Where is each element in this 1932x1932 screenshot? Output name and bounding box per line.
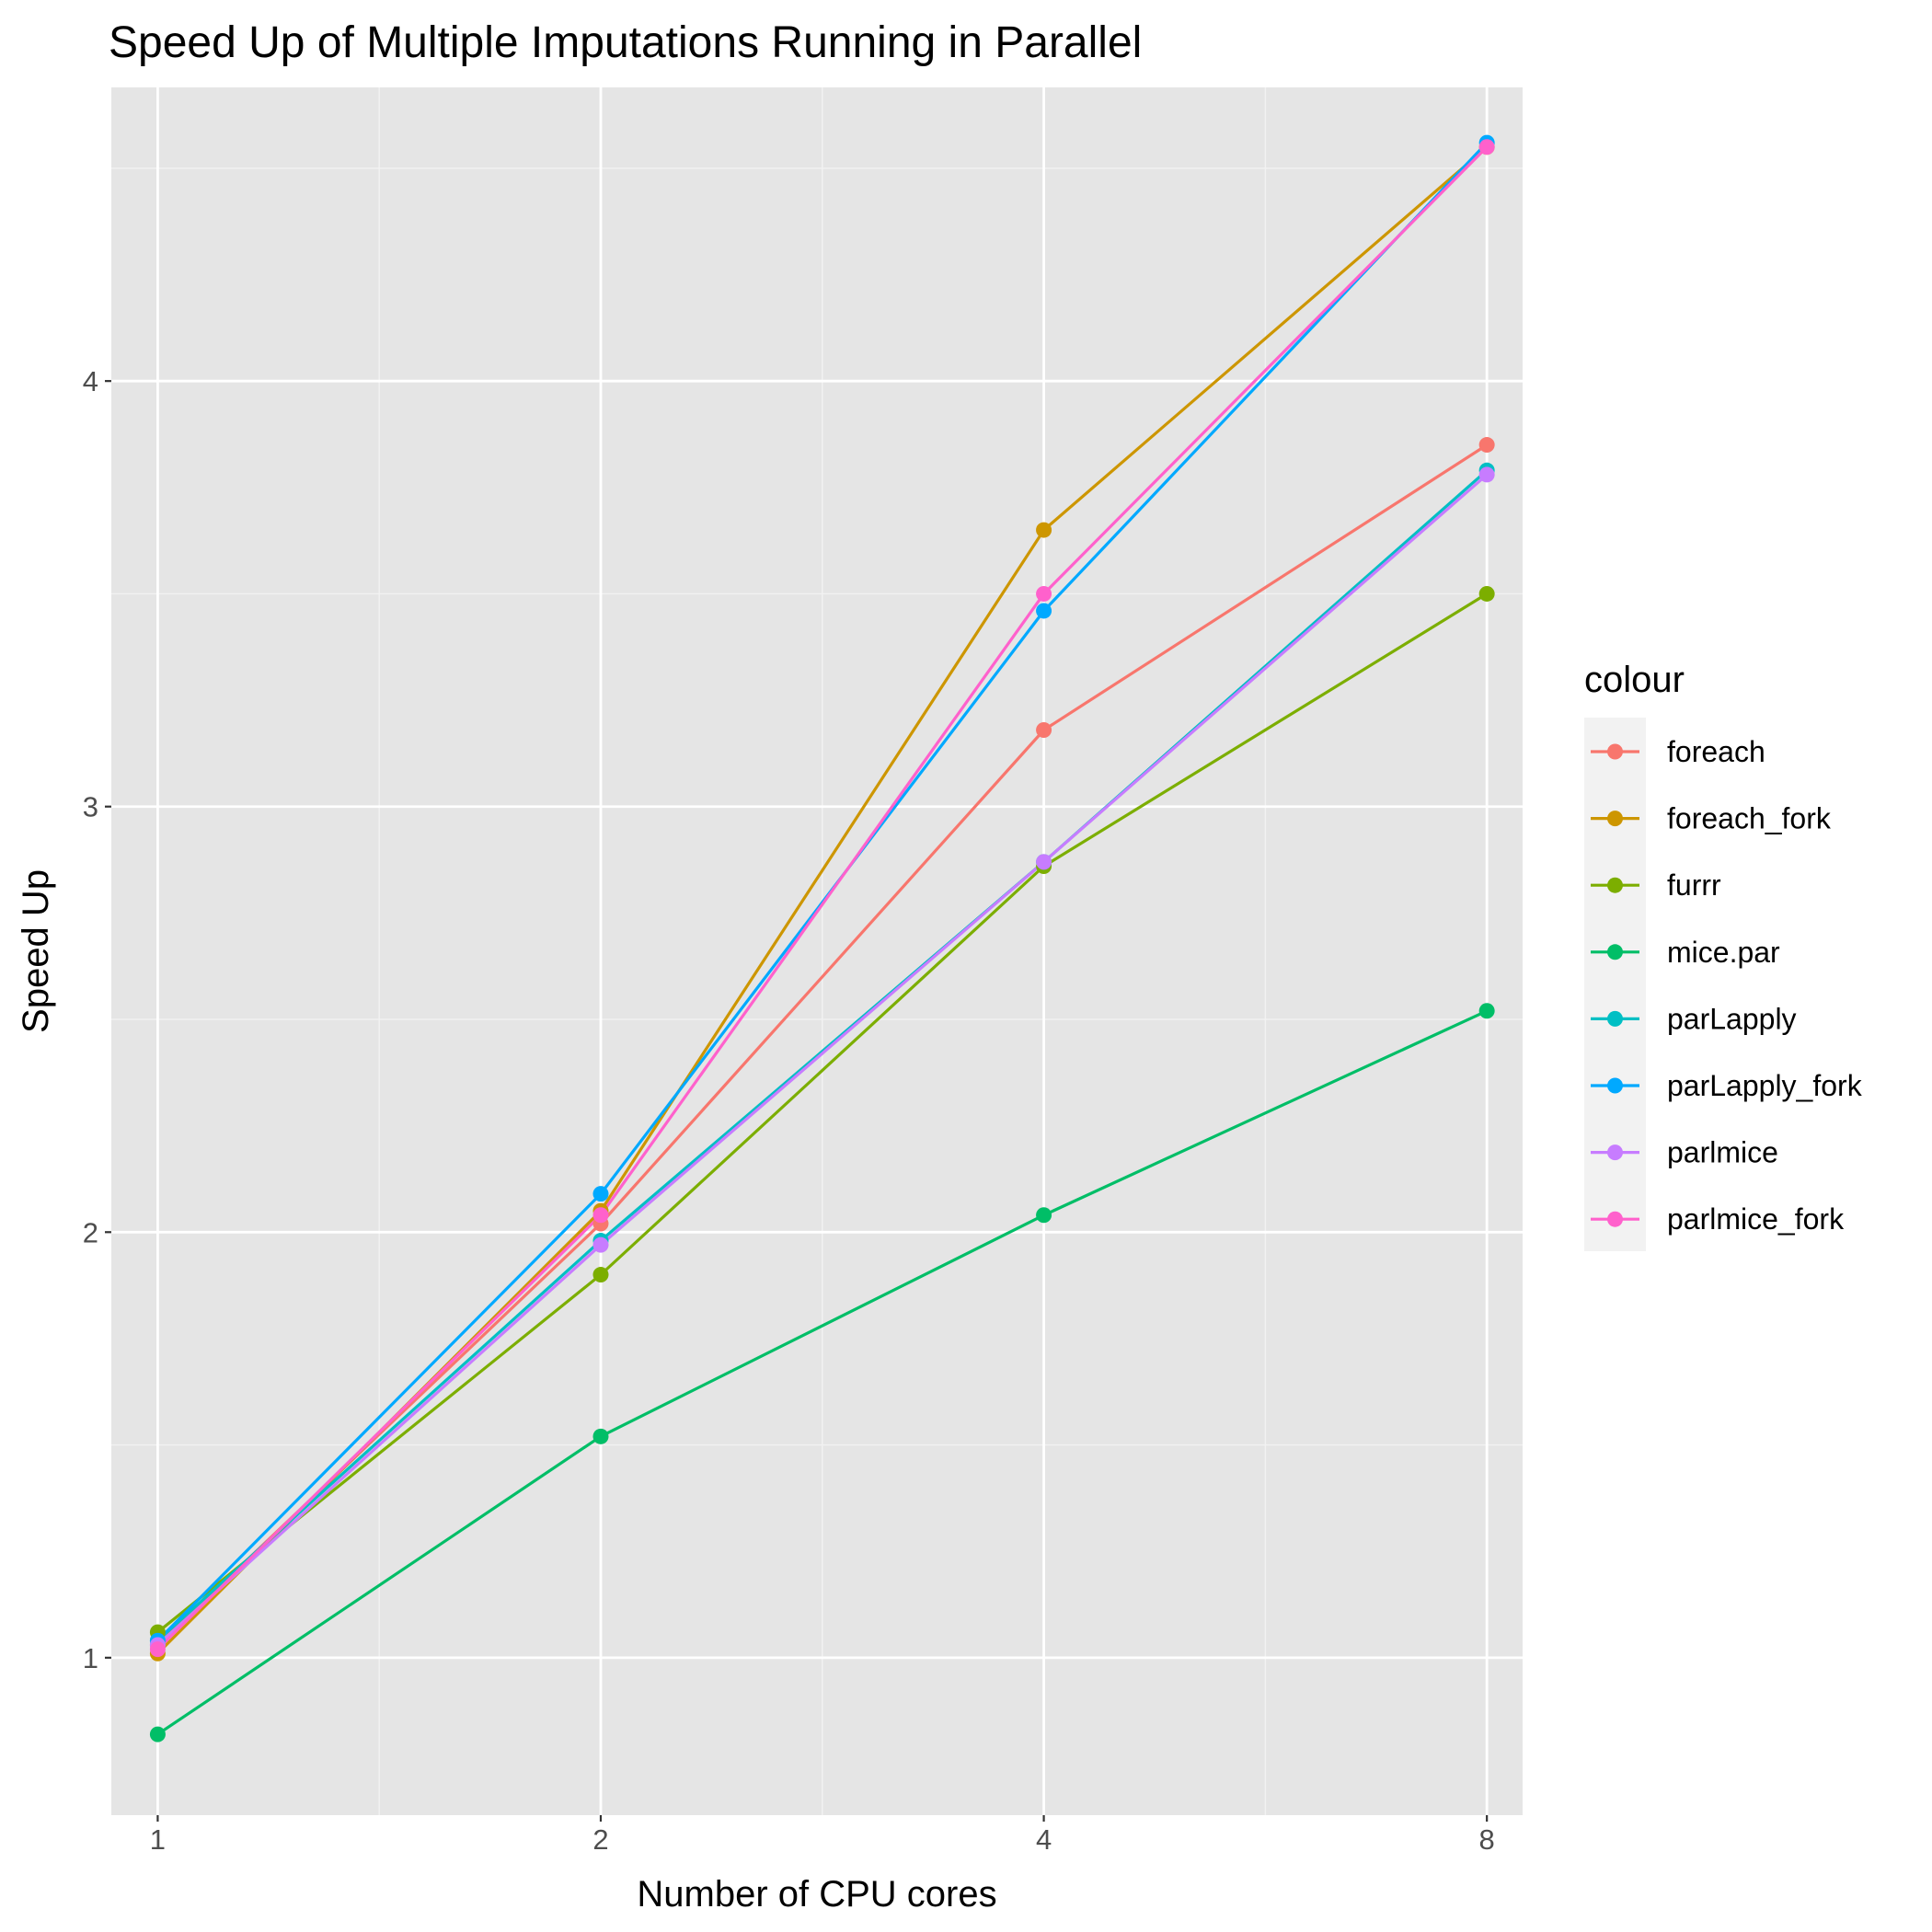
y-tick-label: 4 bbox=[83, 365, 98, 397]
series-line-foreach bbox=[156, 443, 1489, 1647]
x-tick-label: 2 bbox=[592, 1823, 608, 1856]
data-point-parlmice_fork bbox=[149, 1641, 166, 1658]
legend-title: colour bbox=[1584, 660, 1685, 700]
series-line-parlmice_fork bbox=[156, 145, 1489, 1650]
legend-label: parLapply_fork bbox=[1667, 1069, 1863, 1102]
series-line-parLapply bbox=[156, 469, 1489, 1642]
legend-key-point bbox=[1607, 1211, 1623, 1227]
data-point-parlmice bbox=[592, 1236, 609, 1253]
data-point-parlmice bbox=[1478, 466, 1495, 483]
x-tick-label: 1 bbox=[150, 1823, 166, 1856]
legend-key-point bbox=[1607, 1010, 1623, 1027]
y-tick-label: 1 bbox=[83, 1642, 98, 1674]
x-tick-label: 8 bbox=[1479, 1823, 1495, 1856]
data-point-furrr bbox=[592, 1267, 609, 1283]
data-point-furrr bbox=[1478, 585, 1495, 602]
data-point-foreach bbox=[1036, 721, 1052, 738]
data-point-parlmice_fork bbox=[592, 1207, 609, 1224]
y-tick-label: 2 bbox=[83, 1216, 98, 1248]
series-lines bbox=[156, 142, 1489, 1736]
data-point-parlmice_fork bbox=[1036, 585, 1052, 602]
legend-key-point bbox=[1607, 944, 1623, 960]
legend-key-point bbox=[1607, 743, 1623, 760]
plot-panel bbox=[111, 87, 1523, 1815]
legend-key-point bbox=[1607, 877, 1623, 893]
legend-label: parlmice bbox=[1667, 1136, 1778, 1169]
legend-label: parlmice_fork bbox=[1667, 1202, 1845, 1236]
data-point-parlmice bbox=[1036, 854, 1052, 870]
legend-key-point bbox=[1607, 1144, 1623, 1161]
y-tick-label: 3 bbox=[83, 791, 98, 823]
data-point-parLapply_fork bbox=[1036, 603, 1052, 619]
x-axis: 1 2 4 8 bbox=[150, 1815, 1495, 1856]
data-point-mice.par bbox=[1478, 1003, 1495, 1019]
legend-key-background bbox=[1584, 718, 1646, 1251]
data-point-mice.par bbox=[149, 1726, 166, 1742]
chart-title: Speed Up of Multiple Imputations Running… bbox=[109, 18, 1142, 67]
legend-key-point bbox=[1607, 1077, 1623, 1094]
data-point-parlmice_fork bbox=[1478, 139, 1495, 155]
series-line-furrr bbox=[156, 592, 1489, 1634]
series-points bbox=[149, 134, 1495, 1742]
legend-label: mice.par bbox=[1667, 936, 1780, 969]
data-point-foreach_fork bbox=[1036, 522, 1052, 538]
data-point-foreach bbox=[1478, 437, 1495, 454]
x-tick-label: 4 bbox=[1036, 1823, 1052, 1856]
legend-label: foreach_fork bbox=[1667, 802, 1832, 835]
y-axis: 1 2 3 4 bbox=[83, 365, 111, 1674]
legend-label: furrr bbox=[1667, 868, 1721, 902]
data-point-mice.par bbox=[1036, 1207, 1052, 1224]
series-line-mice.par bbox=[156, 1009, 1488, 1736]
major-gridlines bbox=[111, 87, 1523, 1815]
legend-label: parLapply bbox=[1667, 1002, 1797, 1035]
x-axis-title: Number of CPU cores bbox=[637, 1874, 996, 1915]
series-line-parlmice bbox=[156, 473, 1489, 1647]
data-point-parLapply_fork bbox=[592, 1186, 609, 1202]
legend-key-point bbox=[1607, 811, 1623, 827]
legend-label: foreach bbox=[1667, 735, 1765, 768]
data-point-mice.par bbox=[592, 1428, 609, 1444]
y-axis-title: Speed Up bbox=[16, 869, 56, 1033]
